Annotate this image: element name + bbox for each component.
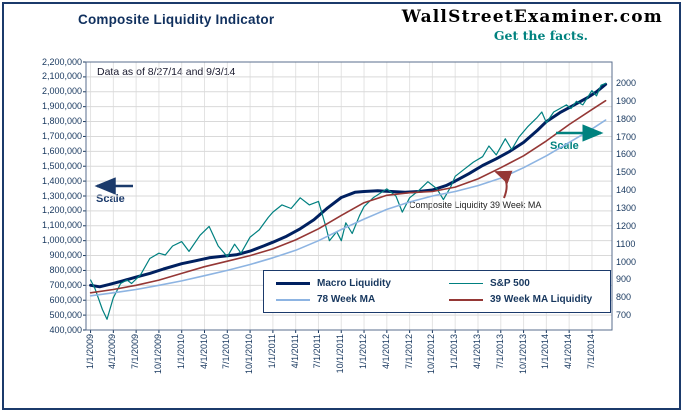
legend-label: S&P 500 (490, 278, 530, 289)
series-39-week-ma-liquidity (89, 99, 607, 294)
y-axis-label-left: 500,000 (49, 309, 82, 320)
legend-item-78-week-ma: 78 Week MA (264, 294, 437, 305)
y-axis-label-right: 800 (616, 292, 632, 303)
y-axis-label-left: 400,000 (49, 324, 82, 335)
x-axis-label: 1/1/2010 (175, 334, 186, 370)
x-axis-label: 7/1/2009 (130, 334, 141, 370)
x-axis-label: 10/1/2011 (335, 334, 346, 374)
y-axis-label-left: 1,500,000 (41, 160, 82, 171)
x-axis-label: 10/1/2012 (426, 334, 437, 375)
legend-swatch-39-week-ma-liquidity (449, 298, 483, 301)
x-axis-label: 1/1/2012 (358, 334, 369, 370)
x-axis-label: 10/1/2013 (517, 334, 528, 375)
y-axis-label-left: 1,600,000 (41, 145, 82, 156)
y-axis-label-right: 700 (616, 310, 632, 321)
y-axis-label-left: 1,100,000 (41, 220, 82, 231)
x-axis-label: 1/1/2011 (266, 334, 277, 369)
x-axis-label: 4/1/2011 (289, 334, 300, 369)
x-axis-label: 7/1/2012 (403, 334, 414, 370)
x-axis-label: 7/1/2010 (221, 334, 232, 370)
legend-label: 78 Week MA (317, 294, 376, 305)
y-axis-label-right: 1500 (616, 167, 637, 178)
y-axis-label-left: 700,000 (49, 279, 82, 290)
y-axis-label-right: 1400 (616, 185, 637, 196)
x-axis-label: 10/1/2009 (152, 334, 163, 375)
y-axis-label-left: 900,000 (49, 250, 82, 261)
legend-swatch-sp500 (449, 282, 483, 285)
y-axis-label-left: 1,200,000 (41, 205, 82, 216)
x-axis-label: 7/1/2011 (312, 334, 323, 369)
x-axis-label: 1/1/2014 (540, 334, 551, 370)
x-axis-label: 1/1/2009 (84, 334, 95, 370)
x-axis-label: 10/1/2010 (244, 334, 255, 375)
x-axis-label: 4/1/2010 (198, 334, 209, 370)
legend-label: Macro Liquidity (317, 278, 391, 289)
y-axis-label-right: 1200 (616, 220, 637, 231)
y-axis-label-left: 1,000,000 (41, 235, 82, 246)
x-axis-label: 7/1/2013 (494, 334, 505, 370)
page-title: Composite Liquidity Indicator (78, 12, 275, 27)
y-axis-label-left: 800,000 (49, 264, 82, 275)
y-axis-label-right: 1100 (616, 238, 636, 249)
right-scale-label: Scale (550, 140, 579, 152)
y-axis-label-right: 900 (616, 274, 632, 285)
y-axis-label-right: 1300 (616, 203, 637, 213)
y-axis-label-left: 1,900,000 (41, 101, 82, 112)
legend-swatch-macro-liquidity (276, 281, 310, 286)
series-macro-liquidity (89, 82, 608, 289)
x-axis-label: 4/1/2012 (380, 334, 391, 370)
y-axis-label-left: 1,800,000 (41, 116, 82, 127)
y-axis-label-right: 1900 (616, 95, 637, 106)
y-axis-label-left: 1,700,000 (41, 130, 82, 141)
ma-callout-arrow-icon (494, 170, 513, 199)
y-axis-label-left: 2,000,000 (41, 86, 82, 97)
data-as-of-note: Data as of 8/27/14 and 9/3/14 (97, 66, 236, 78)
brand-tagline: Get the facts. (493, 28, 588, 43)
y-axis-label-left: 2,200,000 (41, 56, 82, 67)
y-axis-label-right: 1700 (616, 131, 637, 142)
x-axis-label: 1/1/2013 (449, 334, 460, 370)
x-axis-label: 7/1/2014 (585, 334, 596, 370)
y-axis-label-right: 1600 (616, 149, 637, 160)
brand-logo-text: WallStreetExaminer.com (401, 7, 663, 27)
left-scale-label: Scale (96, 193, 125, 205)
ma-callout-label: Composite Liquidity 39 Week MA (409, 200, 542, 210)
legend: Macro Liquidity S&P 500 78 Week MA 39 We… (263, 270, 611, 313)
x-axis-label: 4/1/2013 (471, 334, 482, 370)
legend-item-39-week-ma-liquidity: 39 Week MA Liquidity (437, 294, 610, 305)
legend-item-macro-liquidity: Macro Liquidity (264, 278, 437, 289)
x-axis-label: 4/1/2014 (563, 334, 574, 370)
y-axis-label-left: 2,100,000 (41, 71, 82, 82)
legend-item-sp500: S&P 500 (437, 278, 610, 289)
x-axis-label: 4/1/2009 (107, 334, 118, 370)
y-axis-label-right: 1800 (616, 113, 637, 124)
y-axis-label-left: 600,000 (49, 294, 82, 305)
y-axis-label-right: 1000 (616, 256, 637, 267)
y-axis-label-left: 1,300,000 (41, 190, 82, 201)
legend-swatch-78-week-ma (276, 298, 310, 301)
y-axis-label-right: 2000 (616, 77, 637, 88)
y-axis-label-left: 1,400,000 (41, 175, 82, 186)
legend-label: 39 Week MA Liquidity (490, 294, 593, 305)
